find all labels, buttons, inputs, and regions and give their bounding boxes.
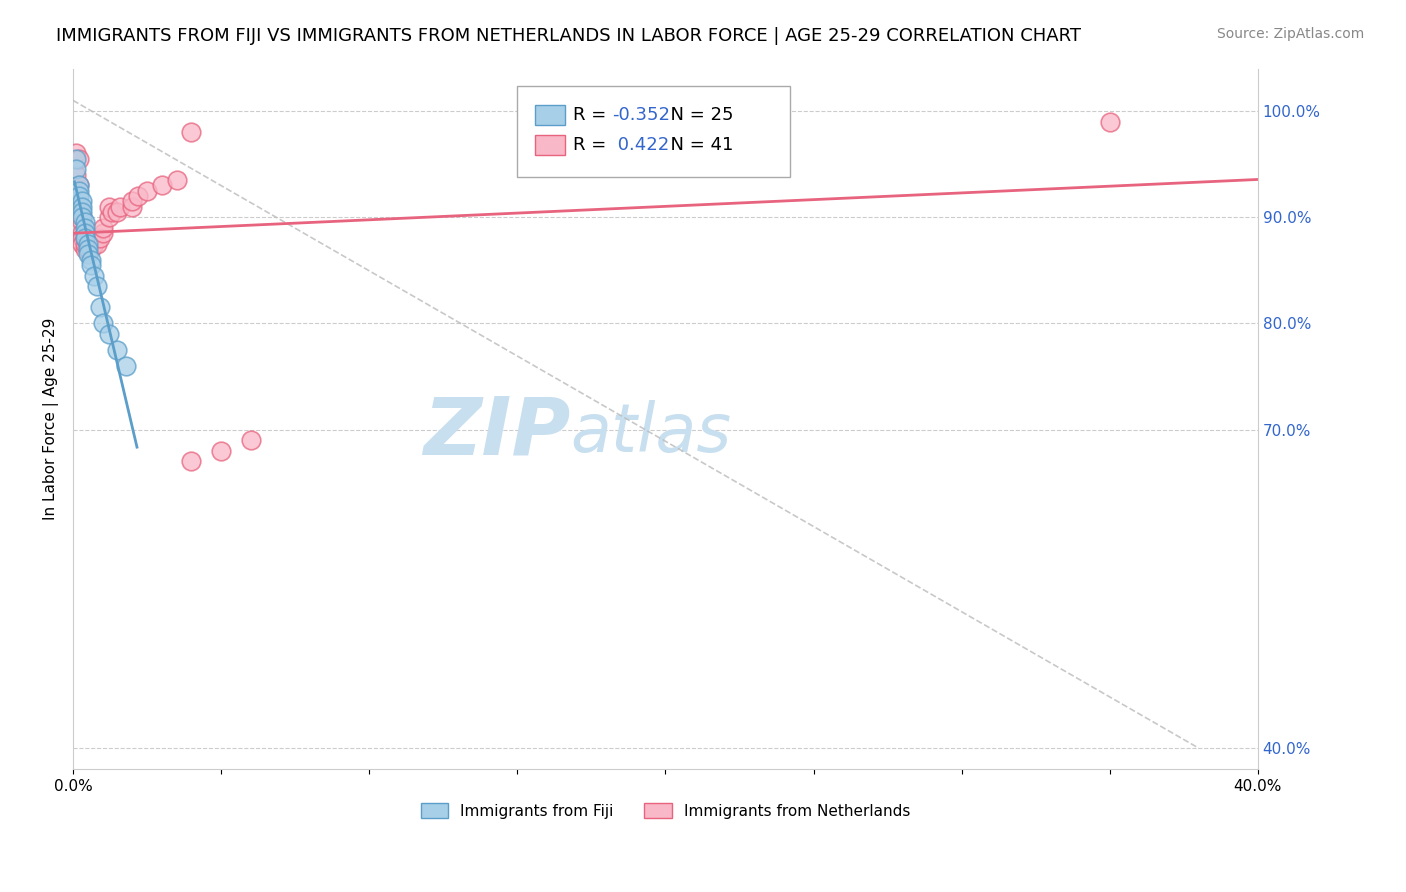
Point	[91, 317, 114, 331]
Point	[70, 200, 93, 214]
Point	[83, 231, 105, 245]
Text: IMMIGRANTS FROM FIJI VS IMMIGRANTS FROM NETHERLANDS IN LABOR FORCE | AGE 25-29 C: IMMIGRANTS FROM FIJI VS IMMIGRANTS FROM …	[56, 27, 1081, 45]
Text: N = 41: N = 41	[659, 136, 734, 154]
Point	[76, 236, 98, 251]
Point	[67, 189, 90, 203]
Point	[89, 231, 111, 245]
Point	[110, 200, 132, 214]
Point	[127, 189, 149, 203]
Point	[73, 242, 96, 256]
Point	[83, 236, 105, 251]
Point	[136, 184, 159, 198]
Point	[67, 184, 90, 198]
Point	[97, 200, 120, 214]
Legend: Immigrants from Fiji, Immigrants from Netherlands: Immigrants from Fiji, Immigrants from Ne…	[415, 797, 917, 825]
Point	[67, 152, 90, 166]
Point	[70, 226, 93, 240]
FancyBboxPatch shape	[536, 105, 565, 125]
Text: atlas: atlas	[571, 400, 731, 466]
Point	[67, 200, 90, 214]
Point	[76, 242, 98, 256]
Point	[1098, 114, 1121, 128]
Point	[91, 220, 114, 235]
Point	[70, 210, 93, 224]
Point	[70, 205, 93, 219]
Point	[209, 443, 232, 458]
Text: Source: ZipAtlas.com: Source: ZipAtlas.com	[1216, 27, 1364, 41]
Point	[239, 433, 262, 447]
Point	[70, 194, 93, 209]
Point	[180, 454, 202, 468]
Point	[89, 301, 111, 315]
Point	[97, 326, 120, 341]
Point	[100, 205, 122, 219]
FancyBboxPatch shape	[517, 86, 790, 178]
Point	[83, 268, 105, 283]
Point	[115, 359, 138, 373]
Text: R =: R =	[574, 106, 612, 124]
Point	[107, 343, 129, 357]
Point	[76, 236, 98, 251]
Point	[80, 252, 103, 267]
FancyBboxPatch shape	[536, 135, 565, 154]
Point	[65, 168, 87, 182]
Point	[73, 226, 96, 240]
Text: 0.422: 0.422	[612, 136, 669, 154]
Text: -0.352: -0.352	[612, 106, 671, 124]
Point	[70, 210, 93, 224]
Point	[86, 279, 108, 293]
Point	[70, 215, 93, 229]
Text: R =: R =	[574, 136, 612, 154]
Point	[70, 236, 93, 251]
Point	[121, 200, 143, 214]
Point	[166, 173, 188, 187]
Point	[76, 242, 98, 256]
Point	[70, 231, 93, 245]
Point	[180, 125, 202, 139]
Text: ZIP: ZIP	[423, 394, 571, 472]
Point	[65, 162, 87, 177]
Point	[150, 178, 173, 193]
Point	[121, 194, 143, 209]
Text: N = 25: N = 25	[659, 106, 734, 124]
Point	[80, 231, 103, 245]
Point	[97, 210, 120, 224]
Y-axis label: In Labor Force | Age 25-29: In Labor Force | Age 25-29	[44, 318, 59, 520]
Point	[80, 236, 103, 251]
Point	[76, 247, 98, 261]
Point	[107, 205, 129, 219]
Point	[65, 152, 87, 166]
Point	[73, 231, 96, 245]
Point	[73, 231, 96, 245]
Point	[67, 178, 90, 193]
Point	[73, 215, 96, 229]
Point	[65, 146, 87, 161]
Point	[80, 242, 103, 256]
Point	[67, 205, 90, 219]
Point	[67, 178, 90, 193]
Point	[80, 258, 103, 272]
Point	[86, 236, 108, 251]
Point	[91, 226, 114, 240]
Point	[73, 236, 96, 251]
Point	[73, 220, 96, 235]
